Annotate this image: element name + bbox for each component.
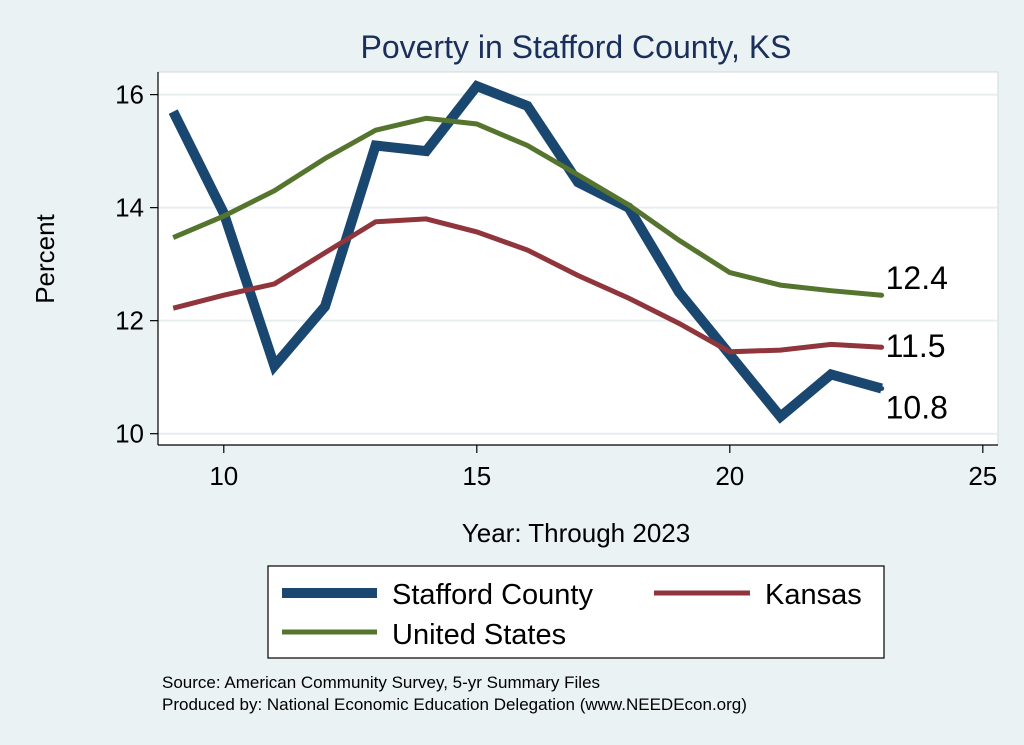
x-ticks: 10 15 20 25 — [209, 445, 997, 491]
series-line-stafford-county — [168, 80, 883, 424]
y-axis-label: Percent — [30, 213, 60, 303]
producer-note: Produced by: National Economic Education… — [162, 695, 747, 714]
source-note: Source: American Community Survey, 5-yr … — [162, 673, 600, 692]
x-tick-label: 10 — [209, 461, 238, 491]
y-tick-label: 10 — [115, 419, 144, 449]
end-value-label: 11.5 — [886, 328, 946, 364]
legend: Stafford County Kansas United States — [267, 565, 885, 659]
gridlines — [158, 93, 998, 435]
series-lines — [168, 80, 883, 424]
end-point — [879, 292, 885, 298]
axes — [157, 72, 998, 446]
end-value-label: 10.8 — [886, 389, 948, 425]
y-tick-label: 12 — [115, 306, 144, 336]
end-labels: 10.8 11.5 12.4 — [879, 260, 948, 425]
x-tick-label: 25 — [968, 461, 997, 491]
x-tick-label: 20 — [715, 461, 744, 491]
end-point — [879, 344, 885, 350]
y-tick-label: 16 — [115, 80, 144, 110]
x-axis-label: Year: Through 2023 — [462, 518, 690, 548]
legend-box — [267, 565, 885, 659]
series-line-united-states — [172, 115, 882, 298]
series-line-kansas — [172, 216, 882, 355]
legend-label-kansas: Kansas — [765, 579, 862, 611]
y-ticks: 10 12 14 16 — [115, 80, 158, 449]
legend-label-stafford: Stafford County — [392, 579, 593, 611]
end-point — [879, 385, 885, 391]
chart-title: Poverty in Stafford County, KS — [360, 29, 791, 65]
end-value-label: 12.4 — [886, 260, 948, 296]
x-tick-label: 15 — [462, 461, 491, 491]
y-tick-label: 14 — [115, 193, 144, 223]
legend-label-us: United States — [392, 619, 566, 651]
